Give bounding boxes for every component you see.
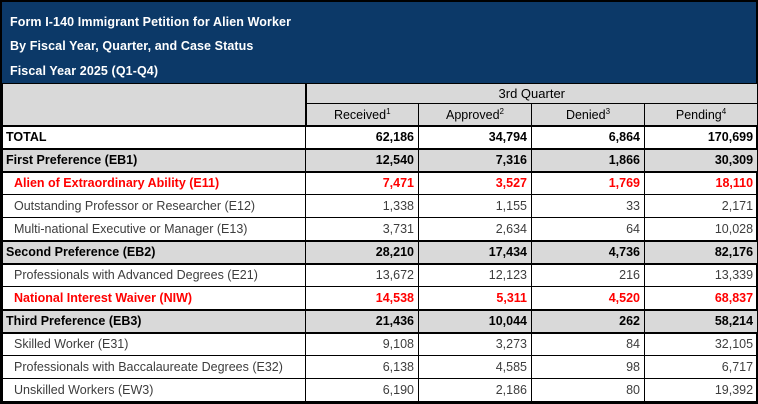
cell-value: 10,044 xyxy=(418,308,532,334)
table-row: Second Preference (EB2) 28,210 17,434 4,736… xyxy=(2,239,758,265)
table-row: Unskilled Workers (EW3) 6,190 2,186 80 19,39… xyxy=(2,378,758,402)
col-header-approved: Approved2 xyxy=(418,103,532,127)
cell-value: 68,837 xyxy=(643,286,758,310)
table-row: Third Preference (EB3) 21,436 10,044 262 58,… xyxy=(2,308,758,334)
cell-value: 58,214 xyxy=(643,308,758,334)
cell-value: 6,864 xyxy=(531,125,645,150)
cell-value: 32,105 xyxy=(643,332,758,356)
cell-value: 7,316 xyxy=(418,147,532,173)
cell-value: 30,309 xyxy=(643,147,758,173)
cell-value: 1,155 xyxy=(418,194,532,218)
cell-value: 9,108 xyxy=(305,332,419,356)
cell-value: 4,736 xyxy=(531,239,645,265)
cell-value: 2,634 xyxy=(418,217,532,241)
cell-value: 1,866 xyxy=(531,147,645,173)
row-label: Alien of Extraordinary Ability (E11) xyxy=(2,171,306,195)
report-title-line-1: Form I-140 Immigrant Petition for Alien … xyxy=(10,15,292,30)
cell-value: 84 xyxy=(531,332,645,356)
cell-value: 3,731 xyxy=(305,217,419,241)
cell-value: 34,794 xyxy=(418,125,532,150)
cell-value: 1,769 xyxy=(531,171,645,195)
table-row: Professionals with Advanced Degrees (E21… xyxy=(2,263,758,287)
cell-value: 17,434 xyxy=(418,239,532,265)
cell-value: 262 xyxy=(531,308,645,334)
cell-value: 6,717 xyxy=(643,355,758,379)
footnote-marker: 4 xyxy=(721,106,727,116)
table-body: TOTAL 62,186 34,794 6,864 170,699 First Prefe… xyxy=(2,125,758,402)
cell-value: 4,585 xyxy=(418,355,532,379)
report-title-line-3: Fiscal Year 2025 (Q1-Q4) xyxy=(10,63,159,78)
row-label: Outstanding Professor or Researcher (E12… xyxy=(2,194,306,218)
column-header-row: Received1 Approved2 Denied3 Pending4 xyxy=(3,103,758,127)
footnote-marker: 2 xyxy=(499,106,504,116)
cell-value: 98 xyxy=(531,355,645,379)
quarter-header-row: 3rd Quarter xyxy=(2,83,758,127)
table-row: Professionals with Baccalaureate Degrees… xyxy=(2,355,758,379)
report-title-band: Form I-140 Immigrant Petition for Alien … xyxy=(2,2,756,83)
cell-value: 6,190 xyxy=(305,378,419,402)
corner-cell xyxy=(2,83,306,127)
cell-value: 3,273 xyxy=(418,332,532,356)
cell-value: 13,339 xyxy=(643,263,758,287)
row-label: Second Preference (EB2) xyxy=(2,239,306,265)
cell-value: 5,311 xyxy=(418,286,532,310)
table-row: National Interest Waiver (NIW) 14,538 5,31… xyxy=(2,286,758,310)
col-header-denied: Denied3 xyxy=(531,103,645,127)
cell-value: 3,527 xyxy=(418,171,532,195)
cell-value: 28,210 xyxy=(305,239,419,265)
cell-value: 21,436 xyxy=(305,308,419,334)
cell-value: 80 xyxy=(531,378,645,402)
cell-value: 82,176 xyxy=(643,239,758,265)
row-label: Professionals with Advanced Degrees (E21… xyxy=(2,263,306,287)
petition-status-table: 3rd Quarter Received1 Approved2 Denied3 … xyxy=(2,83,758,402)
cell-value: 4,520 xyxy=(531,286,645,310)
cell-value: 6,138 xyxy=(305,355,419,379)
table-row: First Preference (EB1) 12,540 7,316 1,866 30… xyxy=(2,147,758,173)
col-header-received: Received1 xyxy=(304,103,419,127)
cell-value: 216 xyxy=(531,263,645,287)
table-row: Alien of Extraordinary Ability (E11) 7,47… xyxy=(2,171,758,195)
cell-value: 12,123 xyxy=(418,263,532,287)
cell-value: 14,538 xyxy=(305,286,419,310)
cell-value: 62,186 xyxy=(305,125,419,150)
row-label: First Preference (EB1) xyxy=(2,147,306,173)
row-label: Third Preference (EB3) xyxy=(2,308,306,334)
row-label: Multi-national Executive or Manager (E13… xyxy=(2,217,306,241)
report-title-line-2: By Fiscal Year, Quarter, and Case Status xyxy=(10,39,254,54)
footnote-marker: 3 xyxy=(605,106,611,116)
cell-value: 12,540 xyxy=(305,147,419,173)
cell-value: 33 xyxy=(531,194,645,218)
cell-value: 2,171 xyxy=(643,194,758,218)
table-row: Multi-national Executive or Manager (E13… xyxy=(2,217,758,241)
footnote-marker: 1 xyxy=(386,106,391,116)
cell-value: 18,110 xyxy=(643,171,758,195)
quarter-header-cell: 3rd Quarter xyxy=(304,83,758,104)
row-label: Skilled Worker (E31) xyxy=(2,332,306,356)
cell-value: 170,699 xyxy=(643,125,758,150)
row-label: Unskilled Workers (EW3) xyxy=(2,378,306,402)
cell-value: 13,672 xyxy=(305,263,419,287)
row-label: Professionals with Baccalaureate Degrees… xyxy=(2,355,306,379)
cell-value: 1,338 xyxy=(305,194,419,218)
row-label: TOTAL xyxy=(2,125,306,150)
cell-value: 7,471 xyxy=(305,171,419,195)
cell-value: 19,392 xyxy=(643,378,758,402)
table-row: TOTAL 62,186 34,794 6,864 170,699 xyxy=(2,125,758,150)
table-row: Skilled Worker (E31) 9,108 3,273 84 32,105 xyxy=(2,332,758,356)
cell-value: 64 xyxy=(531,217,645,241)
cell-value: 2,186 xyxy=(418,378,532,402)
row-label: National Interest Waiver (NIW) xyxy=(2,286,306,310)
col-header-pending: Pending4 xyxy=(643,103,758,127)
cell-value: 10,028 xyxy=(643,217,758,241)
table-row: Outstanding Professor or Researcher (E12… xyxy=(2,194,758,218)
